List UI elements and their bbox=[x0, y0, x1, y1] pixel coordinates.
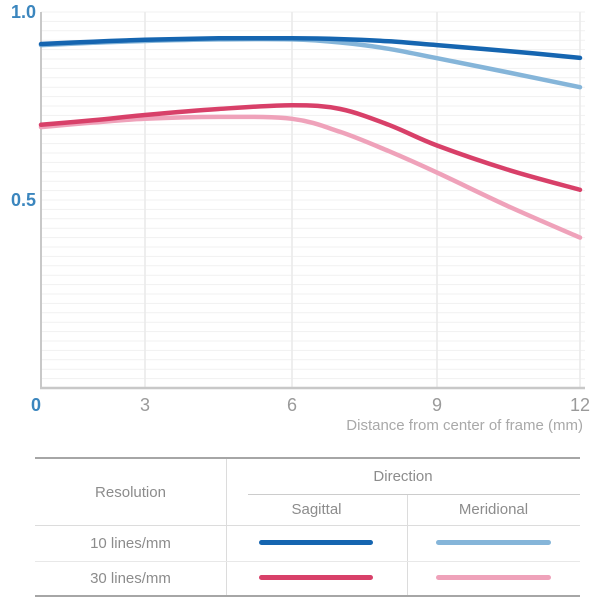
svg-text:3: 3 bbox=[140, 395, 150, 415]
svg-text:9: 9 bbox=[432, 395, 442, 415]
resolution-header: Resolution bbox=[95, 483, 166, 501]
table-divider-sagittal-meridional bbox=[407, 494, 408, 595]
legend-row-label-30: 30 lines/mm bbox=[90, 569, 171, 587]
direction-underline bbox=[248, 494, 580, 495]
horizontal-gridlines bbox=[41, 11, 585, 380]
chart-axes bbox=[40, 12, 585, 390]
table-divider-resolution-direction bbox=[226, 459, 227, 595]
legend-table: Resolution Direction Sagittal Meridional… bbox=[35, 457, 580, 597]
header-underline bbox=[35, 525, 580, 526]
legend-swatch-30-meridional bbox=[436, 575, 551, 580]
sagittal-header: Sagittal bbox=[291, 501, 342, 518]
legend-swatch-10-sagittal bbox=[259, 540, 373, 545]
mtf-curves bbox=[38, 35, 583, 240]
direction-header: Direction bbox=[373, 468, 433, 485]
row-separator bbox=[35, 561, 580, 562]
legend-row-label-10: 10 lines/mm bbox=[90, 534, 171, 552]
legend-swatch-10-meridional bbox=[436, 540, 551, 545]
meridional-header: Meridional bbox=[458, 501, 529, 518]
curve-2 bbox=[38, 102, 583, 193]
svg-text:6: 6 bbox=[287, 395, 297, 415]
svg-text:0: 0 bbox=[31, 395, 41, 415]
tick-labels: 1.0 0.5 0 3 6 9 12 bbox=[11, 2, 590, 415]
svg-text:0.5: 0.5 bbox=[11, 190, 36, 210]
curve-3 bbox=[38, 114, 583, 240]
svg-text:12: 12 bbox=[570, 395, 590, 415]
vertical-gridlines bbox=[144, 12, 581, 388]
curve-1 bbox=[38, 36, 583, 90]
mtf-chart: 1.0 0.5 0 3 6 9 12 Distance from center of fra… bbox=[11, 2, 590, 434]
svg-text:1.0: 1.0 bbox=[11, 2, 36, 22]
legend-swatch-30-sagittal bbox=[259, 575, 373, 580]
curve-0 bbox=[38, 35, 583, 61]
x-axis-title: Distance from center of frame (mm) bbox=[346, 417, 583, 434]
